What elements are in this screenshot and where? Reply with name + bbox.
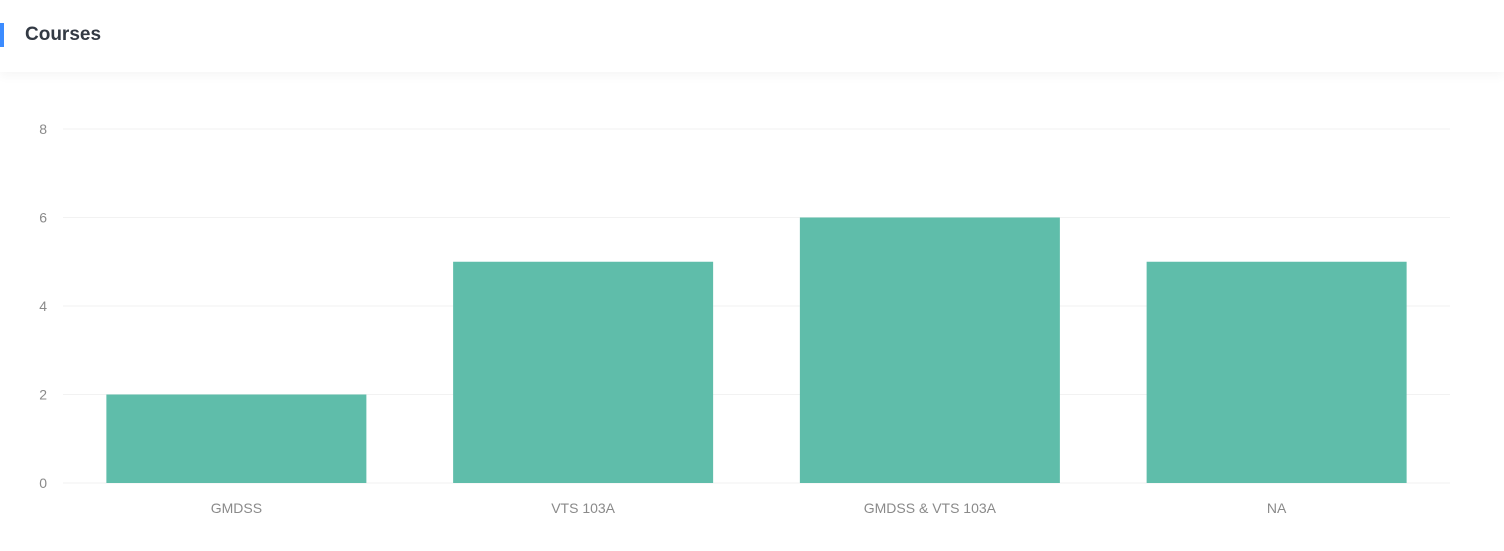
y-tick-label: 0 bbox=[39, 475, 47, 491]
y-tick-label: 2 bbox=[39, 387, 47, 403]
y-tick-label: 8 bbox=[39, 121, 47, 137]
x-tick-label: GMDSS & VTS 103A bbox=[864, 500, 997, 516]
bar bbox=[799, 217, 1060, 483]
card-title: Courses bbox=[25, 24, 102, 45]
y-tick-label: 4 bbox=[39, 298, 47, 314]
x-tick-label: GMDSS bbox=[211, 500, 262, 516]
bar bbox=[453, 261, 714, 483]
bar bbox=[106, 394, 367, 483]
x-tick-label: NA bbox=[1267, 500, 1287, 516]
title-accent-bar bbox=[0, 23, 4, 47]
bar bbox=[1146, 261, 1407, 483]
card-header: Courses bbox=[0, 0, 1504, 72]
y-tick-label: 6 bbox=[39, 210, 47, 226]
x-tick-label: VTS 103A bbox=[551, 500, 615, 516]
